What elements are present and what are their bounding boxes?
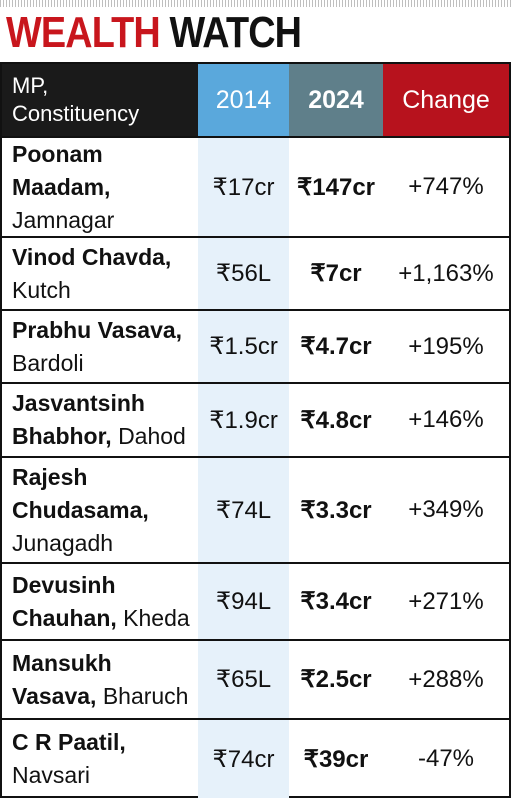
value-change: +271%: [408, 587, 484, 615]
value-2014: ₹65L: [215, 666, 272, 693]
value-change: +146%: [408, 406, 484, 433]
mp-name-cell: Devusinh Chauhan, Kheda: [12, 564, 198, 639]
value-2014: ₹1.9cr: [209, 406, 278, 434]
value-2014: ₹74cr: [212, 745, 275, 773]
table-row: Jasvantsinh Bhabhor, Dahod ₹1.9cr ₹4.8cr…: [2, 382, 509, 456]
page-title: WEALTH WATCH: [6, 8, 302, 58]
mp-name: C R Paatil,: [12, 729, 126, 755]
header-2014: 2014: [198, 64, 289, 136]
wealth-table: MP, Constituency 2014 2024 Change Poonam…: [0, 62, 511, 798]
mp-name: Mansukh Vasava,: [12, 649, 112, 709]
value-change: -47%: [417, 745, 475, 772]
table-row: Poonam Maadam, Jamnagar ₹17cr ₹147cr +74…: [2, 136, 509, 236]
mp-name: Jasvantsinh Bhabhor,: [12, 390, 145, 449]
mp-name-cell: Poonam Maadam, Jamnagar: [12, 138, 198, 236]
value-change: +747%: [408, 173, 484, 200]
mp-name: Prabhu Vasava,: [12, 316, 183, 343]
table-row: C R Paatil, Navsari ₹74cr ₹39cr -47%: [2, 718, 509, 798]
value-2014: ₹94L: [215, 588, 272, 615]
table-header: MP, Constituency 2014 2024 Change: [2, 64, 509, 136]
constituency: Navsari: [12, 762, 90, 788]
mp-name: Devusinh Chauhan,: [12, 571, 117, 631]
title-part-red: WEALTH: [6, 8, 161, 57]
dotted-top-rule: [0, 0, 511, 7]
value-2024: ₹4.8cr: [300, 406, 372, 434]
mp-name: Vinod Chavda,: [12, 243, 172, 270]
header-change: Change: [383, 64, 509, 136]
constituency: Kutch: [12, 276, 71, 303]
mp-name-cell: Prabhu Vasava, Bardoli: [12, 311, 198, 382]
header-2024: 2024: [289, 64, 383, 136]
mp-name: Rajesh Chudasama,: [12, 463, 149, 523]
value-change: +349%: [408, 496, 484, 523]
value-2024: ₹3.4cr: [300, 588, 372, 615]
constituency: Bharuch: [102, 682, 189, 709]
constituency: Junagadh: [12, 529, 114, 556]
value-change: +288%: [408, 665, 484, 693]
header-mp-line2: Constituency: [12, 101, 140, 126]
value-change: +1,163%: [398, 259, 494, 287]
value-2014: ₹56L: [215, 260, 272, 287]
table-row: Rajesh Chudasama, Junagadh ₹74L ₹3.3cr +3…: [2, 456, 509, 562]
constituency: Jamnagar: [12, 206, 115, 233]
table-row: Vinod Chavda, Kutch ₹56L ₹7cr +1,163%: [2, 236, 509, 309]
value-2024: ₹4.7cr: [300, 333, 372, 360]
mp-name-cell: Rajesh Chudasama, Junagadh: [12, 458, 198, 562]
value-2024: ₹147cr: [297, 173, 375, 201]
header-mp-line1: MP,: [12, 73, 49, 98]
mp-name-cell: Jasvantsinh Bhabhor, Dahod: [12, 384, 198, 456]
table-row: Devusinh Chauhan, Kheda ₹94L ₹3.4cr +271…: [2, 562, 509, 639]
value-2024: ₹39cr: [303, 745, 369, 773]
value-change: +195%: [408, 332, 484, 360]
value-2024: ₹3.3cr: [300, 496, 372, 524]
value-2024: ₹2.5cr: [300, 666, 372, 693]
column-2014-tint: [198, 136, 289, 798]
value-2014: ₹1.5cr: [209, 333, 278, 360]
value-2024: ₹7cr: [310, 260, 362, 287]
mp-name-cell: C R Paatil, Navsari: [12, 720, 198, 798]
table-row: Mansukh Vasava, Bharuch ₹65L ₹2.5cr +288…: [2, 639, 509, 718]
constituency: Dahod: [118, 423, 186, 449]
table-row: Prabhu Vasava, Bardoli ₹1.5cr ₹4.7cr +195…: [2, 309, 509, 382]
value-2014: ₹74L: [215, 496, 272, 524]
header-mp-constituency: MP, Constituency: [2, 64, 198, 136]
value-2014: ₹17cr: [212, 173, 275, 201]
constituency: Bardoli: [12, 349, 84, 376]
constituency: Kheda: [123, 604, 190, 631]
title-part-black: WATCH: [169, 8, 302, 57]
mp-name-cell: Vinod Chavda, Kutch: [12, 238, 198, 309]
mp-name-cell: Mansukh Vasava, Bharuch: [12, 641, 198, 718]
mp-name: Poonam Maadam,: [12, 140, 111, 200]
